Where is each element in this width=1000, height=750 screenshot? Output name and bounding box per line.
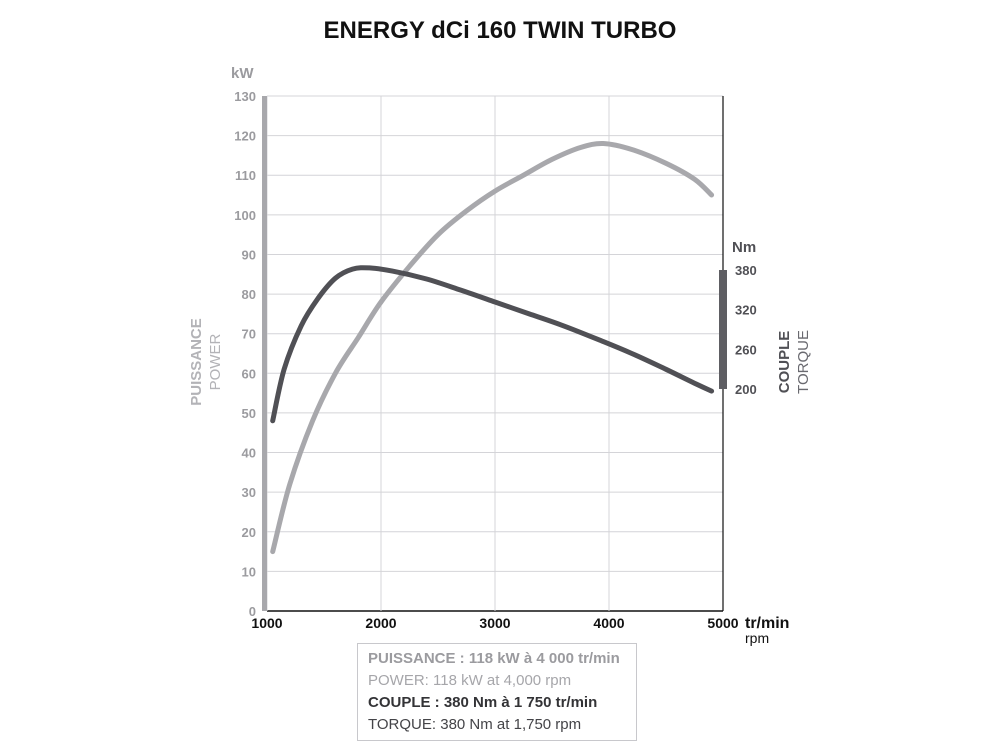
right-unit-label: Nm (732, 239, 756, 256)
torque-axis-bar (719, 270, 727, 389)
left-axis-title-en: POWER (207, 334, 224, 391)
summary-power-fr: PUISSANCE : 118 kW à 4 000 tr/min (368, 650, 620, 667)
series-line-puissance (270, 140, 715, 555)
summary-torque-fr: COUPLE : 380 Nm à 1 750 tr/min (368, 694, 598, 711)
y-right-tick-label: 200 (735, 382, 757, 397)
series-layer (270, 140, 715, 555)
y-left-tick-label: 100 (234, 208, 256, 223)
y-left-tick-label: 50 (242, 406, 256, 421)
chart-title: ENERGY dCi 160 TWIN TURBO (324, 17, 677, 44)
grid (266, 95, 724, 612)
y-left-tick-label: 30 (242, 485, 256, 500)
x-tick-label: 3000 (479, 615, 510, 631)
x-tick-label: 1000 (251, 615, 282, 631)
x-axis-ticks: 1000 2000 3000 4000 5000 (251, 615, 738, 631)
y-left-tick-label: 20 (242, 525, 256, 540)
y-left-tick-label: 40 (242, 446, 256, 461)
y-right-tick-label: 380 (735, 263, 757, 278)
right-axis-ticks: 200 260 320 380 (735, 263, 757, 397)
y-left-tick-label: 0 (249, 604, 256, 619)
left-axis-title: PUISSANCE (188, 318, 205, 406)
y-left-tick-label: 130 (234, 89, 256, 104)
x-unit-label: tr/min (745, 615, 789, 632)
y-left-tick-label: 90 (242, 247, 256, 262)
summary-box: PUISSANCE : 118 kW à 4 000 tr/min POWER:… (357, 643, 637, 741)
y-left-tick-label: 70 (242, 327, 256, 342)
x-tick-label: 5000 (707, 615, 738, 631)
summary-power-en: POWER: 118 kW at 4,000 rpm (368, 672, 572, 689)
right-axis-title: COUPLE (776, 331, 793, 394)
y-right-tick-label: 320 (735, 303, 757, 318)
x-unit-label-en: rpm (745, 630, 769, 646)
left-axis-ticks: 0 10 20 30 40 50 60 70 80 90 100 110 120 130 (234, 89, 256, 619)
x-tick-label: 4000 (593, 615, 624, 631)
summary-torque-en: TORQUE: 380 Nm at 1,750 rpm (368, 716, 582, 733)
series-line-couple (270, 265, 715, 424)
left-axis-bar (262, 96, 267, 611)
y-left-tick-label: 110 (235, 168, 256, 183)
y-left-tick-label: 80 (242, 287, 256, 302)
y-left-tick-label: 10 (242, 564, 256, 579)
left-unit-label: kW (231, 65, 254, 82)
right-axis-title-en: TORQUE (795, 330, 812, 394)
y-left-tick-label: 120 (234, 129, 256, 144)
x-tick-label: 2000 (365, 615, 396, 631)
y-right-tick-label: 260 (735, 342, 757, 357)
y-left-tick-label: 60 (242, 366, 256, 381)
